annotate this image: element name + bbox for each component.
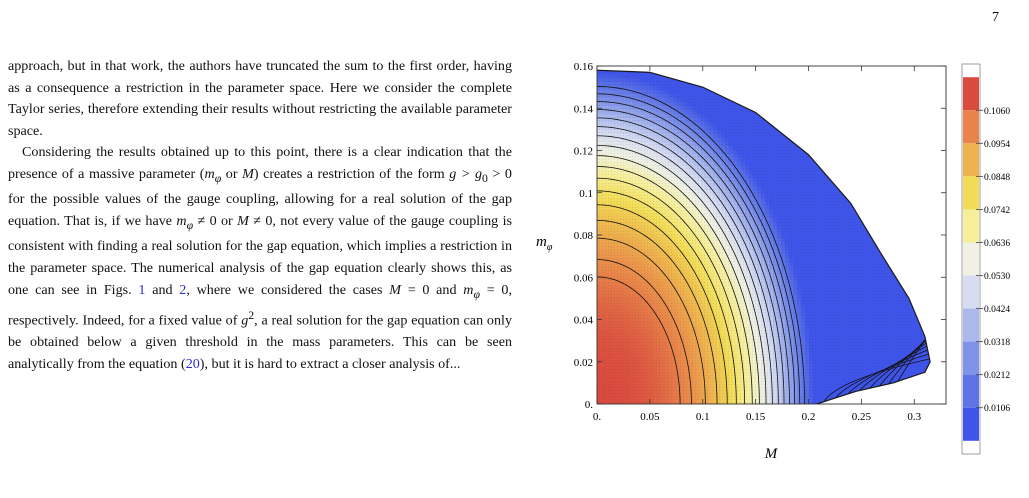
text-run: = 0, respectively. Indeed, for a fixed v…	[8, 281, 512, 329]
text-run: , where we considered the cases	[186, 281, 390, 298]
text-run: ) creates a restriction of the form	[253, 165, 450, 182]
body-text: approach, but in that work, the authors …	[8, 56, 512, 375]
math-superscript: 2	[248, 308, 255, 322]
math-symbol: m	[176, 212, 187, 229]
paragraph-1: approach, but in that work, the authors …	[8, 58, 512, 139]
math-symbol: m	[463, 281, 474, 298]
math-subscript: 0	[482, 171, 488, 185]
math-subscript: φ	[186, 218, 194, 232]
text-run: ≠ 0, not every value of the gauge coupli…	[8, 212, 512, 298]
math-symbol: M	[237, 212, 249, 229]
text-run: ), but it is hard to extract a closer an…	[199, 355, 461, 372]
text-run: Considering the results obtained up to t…	[8, 144, 512, 182]
figure-ref-link[interactable]: 2	[179, 281, 187, 298]
math-symbol: g	[241, 312, 249, 329]
text-run: or	[221, 165, 243, 182]
contour-plot-figure: 0. 0.05 0.1 0.15 0.2 0.25 0.3 0.0.020.040.060.…	[536, 61, 1010, 462]
text-run: , a real solution for the gap equation c…	[8, 312, 512, 372]
math-symbol: M	[242, 165, 254, 182]
text-run: = 0 and	[400, 281, 464, 298]
math-symbol: g > g	[449, 165, 482, 182]
text-run: ≠ 0 or	[193, 212, 238, 229]
page-number: 7	[992, 10, 999, 25]
paragraph-2: Considering the results obtained up to t…	[8, 142, 512, 375]
math-symbol: M	[389, 281, 401, 298]
equation-ref-link[interactable]: 20	[185, 355, 200, 372]
math-subscript: φ	[473, 287, 480, 301]
math-subscript: φ	[214, 171, 222, 185]
math-symbol: m	[204, 165, 215, 182]
text-run: and	[145, 281, 180, 298]
text-run: > 0 for the possible values of the gauge…	[8, 165, 512, 229]
figure-ref-link[interactable]: 1	[138, 281, 146, 298]
